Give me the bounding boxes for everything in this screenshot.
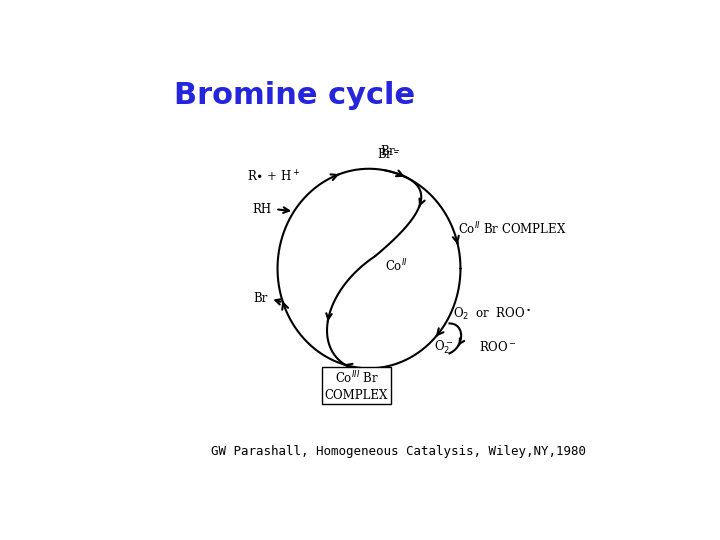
Text: R$\bullet$ + H$^+$: R$\bullet$ + H$^+$: [247, 170, 300, 185]
Text: GW Parashall, Homogeneous Catalysis, Wiley,NY,1980: GW Parashall, Homogeneous Catalysis, Wil…: [211, 445, 586, 458]
Text: Br$^-$: Br$^-$: [377, 147, 401, 161]
Text: Bromine cycle: Bromine cycle: [174, 82, 415, 111]
Text: Co$^{II}$: Co$^{II}$: [384, 258, 408, 275]
Text: O$_2$  or  ROO$^\bullet$: O$_2$ or ROO$^\bullet$: [453, 306, 532, 322]
Text: Co$^{III}$ Br
COMPLEX: Co$^{III}$ Br COMPLEX: [325, 370, 388, 402]
Text: Br: Br: [253, 292, 267, 305]
Text: ROO$^-$: ROO$^-$: [480, 340, 517, 354]
Text: O$_2^-$: O$_2^-$: [433, 338, 453, 356]
Text: Co$^{II}$ Br COMPLEX: Co$^{II}$ Br COMPLEX: [458, 221, 567, 238]
Text: Br$\bar{\;}$: Br$\bar{\;}$: [380, 144, 400, 158]
Text: RH: RH: [252, 202, 271, 215]
